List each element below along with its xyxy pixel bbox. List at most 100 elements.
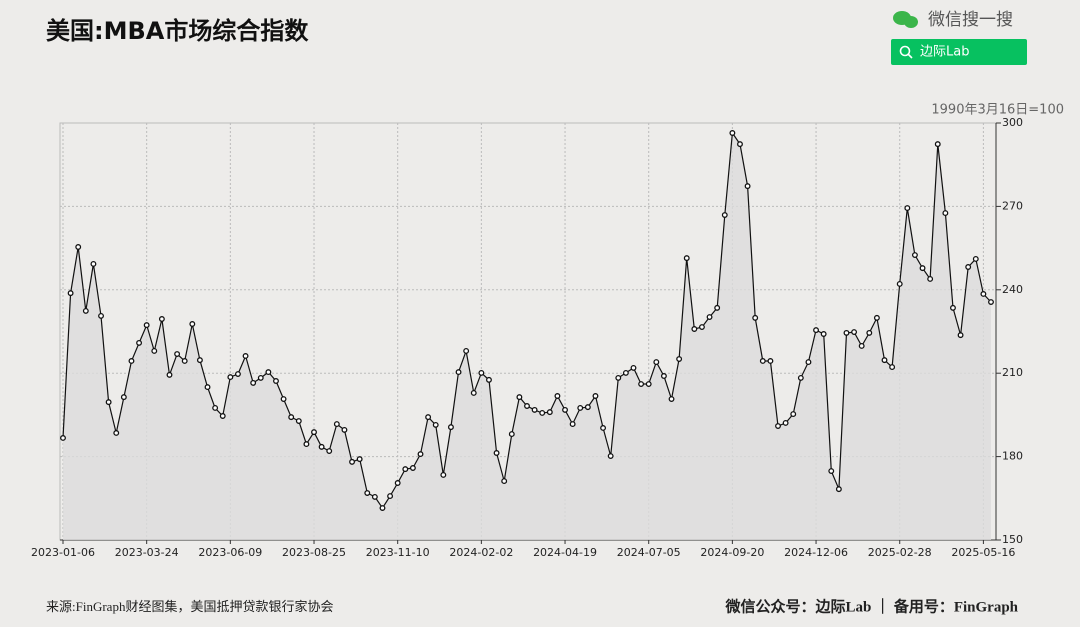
point	[113, 430, 120, 436]
y-tick-label: 240	[1002, 283, 1023, 296]
point	[569, 421, 576, 428]
point	[440, 471, 447, 478]
x-tick-label: 2023-08-25	[282, 546, 346, 559]
point	[394, 480, 401, 486]
point	[341, 426, 348, 433]
point	[957, 332, 964, 339]
point	[577, 405, 584, 411]
point	[90, 260, 97, 267]
point	[835, 486, 842, 493]
point	[501, 478, 508, 485]
y-tick-label: 300	[1002, 116, 1023, 129]
point	[782, 420, 789, 426]
x-tick-label: 2023-03-24	[115, 546, 179, 559]
point	[486, 376, 492, 383]
point	[889, 364, 896, 371]
point	[911, 252, 918, 258]
base-note: 1990年3月16日=100	[931, 103, 1064, 118]
x-tick-label: 2024-12-06	[784, 546, 848, 559]
search-icon	[907, 53, 913, 59]
point	[965, 264, 972, 270]
point	[493, 450, 500, 456]
point	[927, 276, 934, 282]
point	[797, 374, 804, 381]
point	[242, 353, 249, 359]
point	[387, 493, 394, 500]
point	[196, 357, 203, 364]
point	[843, 329, 850, 336]
point	[227, 374, 234, 381]
point	[273, 378, 279, 384]
point	[136, 339, 143, 346]
point	[813, 327, 819, 334]
point	[318, 443, 325, 450]
point	[775, 423, 781, 429]
point	[638, 381, 645, 387]
point	[257, 374, 264, 381]
point	[128, 358, 135, 364]
point	[980, 291, 987, 297]
point	[265, 369, 272, 376]
y-tick-label: 210	[1002, 366, 1023, 379]
point	[683, 255, 690, 262]
point	[539, 410, 546, 416]
point	[463, 348, 470, 354]
point	[729, 130, 736, 136]
x-tick-label: 2024-04-19	[533, 546, 597, 559]
x-tick-label: 2023-01-06	[31, 546, 95, 559]
x-tick-label: 2024-02-02	[449, 546, 513, 559]
point	[858, 343, 865, 349]
point	[379, 505, 386, 511]
point	[371, 493, 378, 500]
point	[584, 404, 591, 411]
point	[235, 371, 241, 377]
point	[288, 414, 295, 421]
point	[866, 329, 873, 336]
point	[562, 406, 568, 413]
search-label[interactable]: 边际Lab	[920, 45, 969, 60]
point	[828, 468, 835, 475]
point	[67, 290, 74, 297]
point	[189, 321, 196, 327]
chart-title: 美国:MBA市场综合指数	[46, 17, 309, 45]
point	[333, 421, 340, 428]
point	[425, 414, 432, 421]
point	[607, 453, 614, 459]
point	[950, 304, 956, 311]
point	[280, 396, 287, 403]
point	[303, 441, 310, 448]
point	[851, 329, 858, 336]
wechat-icon	[893, 11, 918, 28]
brand: 微信搜一搜	[928, 10, 1013, 30]
point	[714, 304, 721, 311]
search-button[interactable]	[891, 39, 1027, 65]
point	[592, 393, 599, 399]
point	[767, 358, 774, 364]
point	[615, 374, 622, 381]
x-tick-label: 2023-06-09	[198, 546, 262, 559]
point	[364, 490, 371, 496]
x-tick-label: 2023-11-10	[366, 546, 430, 559]
point	[600, 425, 607, 431]
point	[645, 381, 652, 387]
point	[737, 141, 743, 148]
point	[660, 373, 667, 379]
point	[546, 409, 553, 416]
point	[972, 255, 979, 262]
point	[105, 399, 112, 406]
x-tick-label: 2024-07-05	[617, 546, 681, 559]
point	[158, 316, 165, 322]
x-tick-label: 2024-09-20	[700, 546, 764, 559]
search-icon	[899, 45, 911, 57]
point	[151, 348, 158, 354]
point	[212, 405, 219, 411]
point	[896, 281, 903, 287]
point	[326, 448, 333, 454]
x-tick-label: 2025-02-28	[868, 546, 932, 559]
point	[744, 183, 751, 190]
point	[204, 384, 211, 391]
point	[174, 351, 181, 357]
point	[417, 451, 424, 458]
point	[759, 358, 766, 364]
point	[676, 356, 683, 362]
